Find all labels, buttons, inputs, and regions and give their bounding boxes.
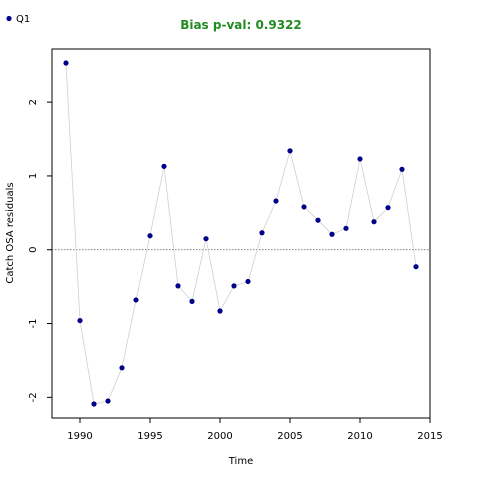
data-point [287,148,293,154]
data-point [231,283,237,289]
data-point [245,278,251,285]
data-point [189,298,195,304]
x-tick-label: 2015 [417,431,442,442]
data-point [105,398,111,404]
x-tick-label: 1995 [137,431,162,442]
data-point [301,204,307,210]
plot-frame [51,48,431,419]
x-tick-label: 2000 [207,431,232,442]
legend-marker [6,15,12,22]
y-axis: -2 -1 0 1 2 [28,99,52,402]
data-point [133,297,139,303]
legend-label: Q1 [16,14,30,25]
legend: Q1 [6,14,30,25]
x-tick-label: 2010 [347,431,372,442]
data-point [259,230,265,236]
data-point [385,205,391,211]
y-tick-label: -1 [28,319,39,329]
x-tick-label: 1990 [67,431,92,442]
y-tick-label: 0 [28,247,39,253]
x-axis-title: Time [228,456,253,467]
data-point [217,308,223,314]
x-axis: 1990 1995 2000 2005 2010 2015 [67,418,443,442]
data-point [273,198,279,204]
data-point [91,401,97,407]
series-line [65,62,417,405]
data-point [399,166,405,172]
y-tick-label: -2 [28,392,39,402]
data-points [63,60,419,407]
data-point [147,233,153,239]
y-axis-title: Catch OSA residuals [5,182,16,283]
data-point [161,163,167,169]
data-point [413,264,419,270]
data-point [175,283,181,289]
chart-title: Bias p-val: 0.9322 [180,18,302,32]
data-point [77,317,83,324]
data-point [329,231,335,237]
data-point [357,156,363,162]
data-point [203,236,209,242]
y-tick-label: 1 [28,173,39,179]
x-tick-label: 2005 [277,431,302,442]
y-tick-label: 2 [28,99,39,105]
data-point [63,60,69,66]
data-point [343,225,349,231]
data-point [315,217,321,223]
data-point [119,365,125,371]
data-point [371,219,377,225]
